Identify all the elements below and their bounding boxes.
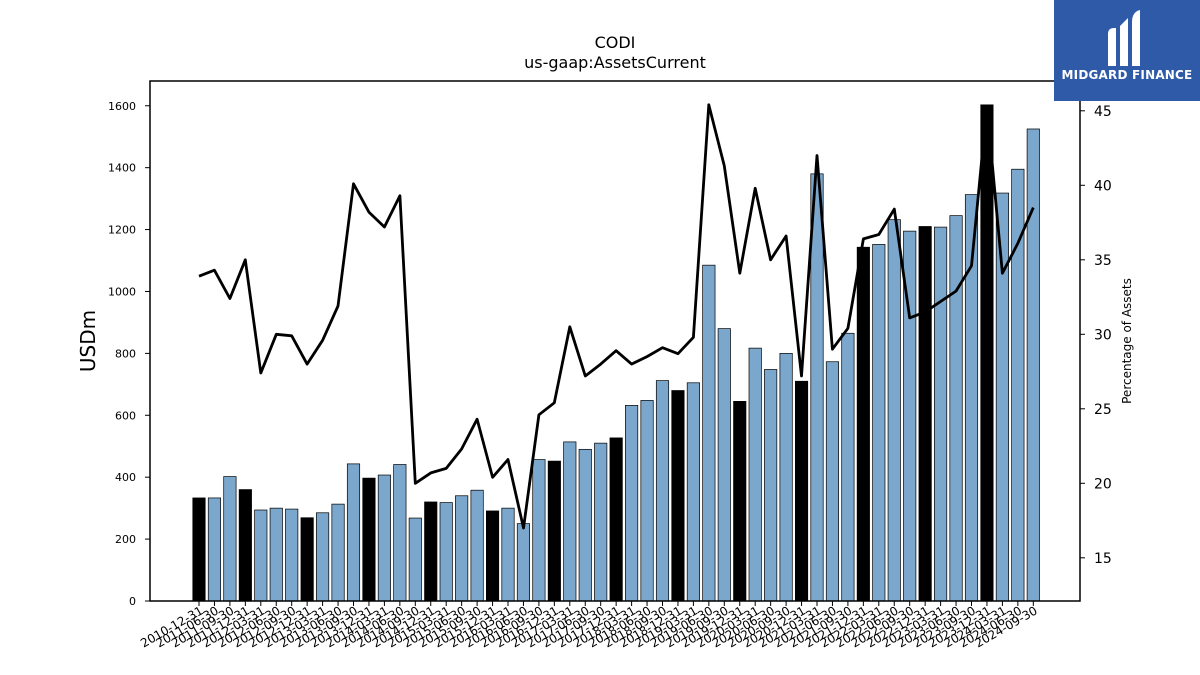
y2-tick-label: 45 bbox=[1094, 104, 1112, 120]
bar bbox=[501, 507, 515, 602]
bar bbox=[717, 328, 731, 602]
bar bbox=[285, 508, 299, 602]
bar bbox=[887, 219, 901, 602]
midgard-logo-mark-icon bbox=[1108, 10, 1140, 66]
bar-series bbox=[192, 104, 1040, 602]
bar bbox=[346, 463, 361, 602]
y2-tick-label: 40 bbox=[1094, 178, 1112, 194]
bar bbox=[841, 332, 855, 602]
bar bbox=[254, 509, 268, 602]
bar bbox=[779, 353, 793, 602]
bar bbox=[207, 497, 221, 602]
brand-logo: MIDGARD FINANCE bbox=[1054, 0, 1200, 101]
bar bbox=[1026, 128, 1040, 602]
bar bbox=[733, 401, 747, 602]
bar bbox=[377, 474, 391, 602]
bar bbox=[764, 369, 778, 602]
bar bbox=[563, 441, 577, 602]
y-tick-label: 400 bbox=[115, 471, 136, 484]
bar bbox=[486, 510, 500, 602]
bar bbox=[810, 173, 824, 602]
y-axis-label: USDm bbox=[76, 310, 100, 372]
bar bbox=[825, 361, 839, 602]
percentage-line bbox=[198, 103, 1035, 530]
bar bbox=[532, 459, 546, 602]
bar bbox=[470, 489, 484, 602]
bar bbox=[408, 517, 422, 602]
bar bbox=[516, 523, 530, 602]
y2-tick-label: 30 bbox=[1094, 327, 1112, 343]
bar bbox=[424, 501, 438, 602]
y-tick-label: 0 bbox=[129, 595, 136, 608]
bar bbox=[655, 380, 670, 602]
y2-tick-label: 15 bbox=[1094, 551, 1112, 567]
y-tick-label: 600 bbox=[115, 409, 136, 422]
bar bbox=[331, 503, 345, 602]
bar bbox=[980, 104, 994, 602]
bar bbox=[578, 448, 592, 602]
bar bbox=[625, 405, 639, 602]
brand-name: MIDGARD FINANCE bbox=[1061, 68, 1193, 82]
bar bbox=[640, 400, 654, 602]
y2-tick-label: 35 bbox=[1094, 253, 1112, 269]
right-axis: 15 20 25 30 35 40 45 bbox=[1080, 104, 1112, 567]
y-tick-label: 200 bbox=[115, 533, 136, 546]
y-tick-label: 1400 bbox=[108, 162, 136, 175]
bar bbox=[316, 512, 330, 602]
bar bbox=[949, 215, 963, 602]
left-axis: 0 200 400 600 800 1000 1200 1400 1600 bbox=[108, 100, 150, 608]
plot-frame bbox=[149, 80, 1081, 602]
chart-subtitle: us-gaap:AssetsCurrent bbox=[524, 53, 706, 72]
bar bbox=[439, 502, 453, 602]
bar bbox=[362, 477, 376, 602]
bar bbox=[872, 244, 886, 602]
bar bbox=[856, 246, 870, 602]
bar bbox=[609, 437, 623, 602]
x-axis: 2010-12-312011-06-302011-09-302011-12-31… bbox=[138, 601, 1040, 650]
bar bbox=[934, 226, 948, 602]
y2-tick-label: 20 bbox=[1094, 476, 1112, 492]
bar bbox=[223, 476, 237, 602]
bar bbox=[748, 347, 762, 602]
bar bbox=[192, 497, 206, 602]
bar bbox=[794, 380, 809, 602]
y2-tick-label: 25 bbox=[1094, 402, 1112, 418]
bar bbox=[594, 442, 608, 602]
y-tick-label: 800 bbox=[115, 347, 136, 360]
y-tick-label: 1200 bbox=[108, 224, 136, 237]
bar bbox=[547, 460, 561, 602]
y2-axis-label: Percentage of Assets bbox=[1120, 278, 1134, 404]
bar bbox=[238, 489, 252, 602]
line-series-layer bbox=[198, 103, 1035, 530]
bar bbox=[300, 517, 314, 602]
bar bbox=[269, 507, 283, 602]
chart-title: CODI bbox=[595, 33, 636, 52]
bar bbox=[995, 192, 1009, 602]
bar bbox=[455, 495, 469, 602]
y-tick-label: 1000 bbox=[108, 285, 136, 298]
bar bbox=[918, 226, 932, 602]
bar bbox=[671, 390, 685, 602]
bar bbox=[702, 264, 716, 602]
bar bbox=[686, 382, 700, 602]
y-tick-label: 1600 bbox=[108, 100, 136, 113]
bar bbox=[393, 464, 407, 602]
